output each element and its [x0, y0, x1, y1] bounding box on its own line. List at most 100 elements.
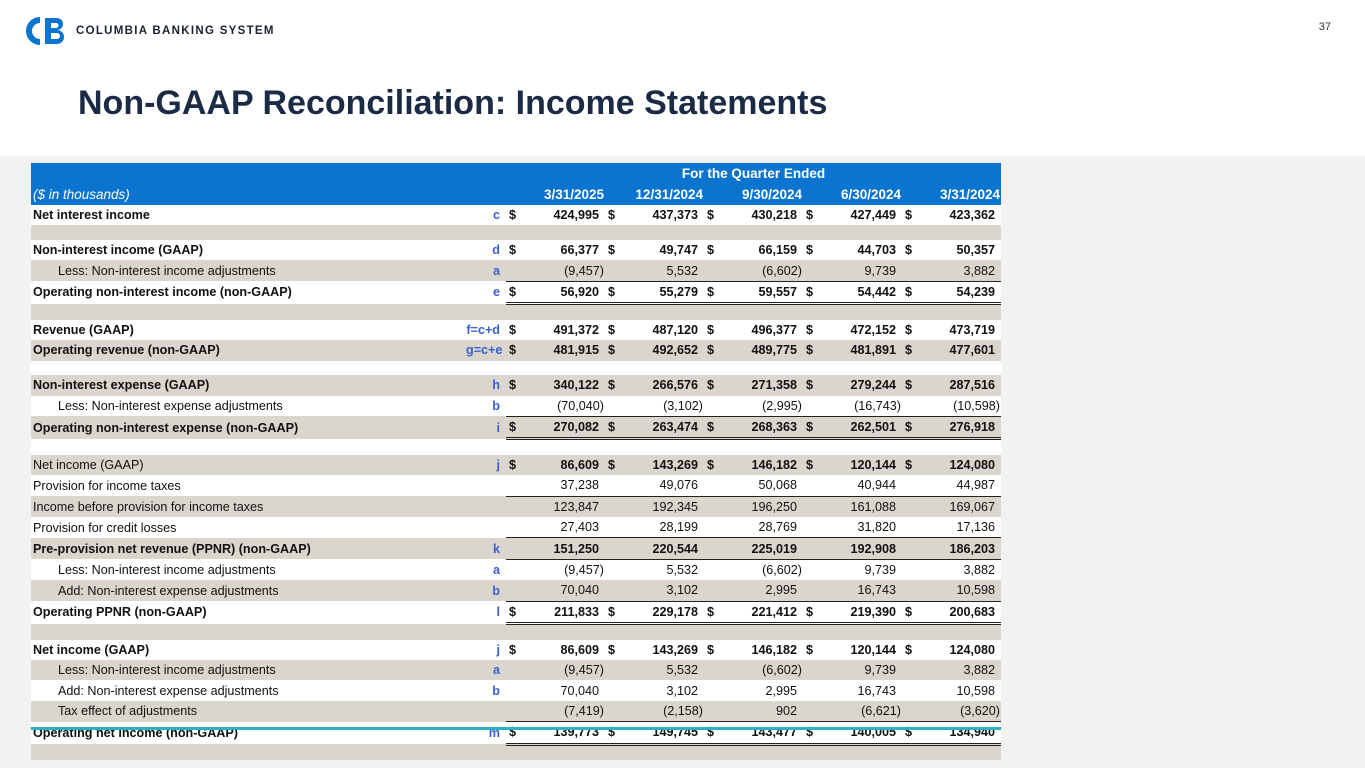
row-reference: j [466, 639, 506, 660]
value: 44,703 [857, 243, 896, 258]
value-cell: 287,516 [924, 375, 1001, 396]
value-cell: 37,238 [528, 475, 605, 497]
dollar-sign: $ [506, 340, 528, 361]
value-cell: (3,102) [627, 395, 704, 417]
value-cell: 473,719 [924, 319, 1001, 341]
value: 10,598 [956, 583, 995, 598]
table-row: Less: Non-interest income adjustments a (9… [31, 660, 1001, 681]
value-cell: 472,152 [825, 319, 902, 341]
value: 66,377 [560, 243, 599, 258]
value-cell: (6,602) [726, 260, 803, 282]
row-reference: h [466, 375, 506, 396]
value-cell: 27,403 [528, 517, 605, 538]
dollar-sign [605, 395, 627, 417]
dollar-sign [704, 660, 726, 681]
dollar-sign: $ [506, 239, 528, 261]
value-cell: (16,743) [825, 395, 902, 417]
dollar-sign: $ [803, 600, 825, 626]
table-row: Operating net income (non-GAAP) m $139,773… [31, 721, 1001, 746]
dollar-sign: $ [704, 375, 726, 396]
dollar-sign [803, 395, 825, 417]
value-cell: 143,269 [627, 454, 704, 476]
dollar-sign: $ [704, 639, 726, 660]
dollar-sign: $ [506, 721, 528, 746]
value-cell: (6,621) [825, 700, 902, 722]
value-cell: 430,218 [726, 205, 803, 226]
value-cell: (2,158) [627, 700, 704, 722]
value: 200,683 [949, 604, 995, 619]
spacer-row [31, 303, 1001, 320]
value: 220,544 [652, 541, 698, 556]
value-cell: 477,601 [924, 340, 1001, 361]
dollar-sign: $ [704, 319, 726, 341]
dollar-sign [605, 700, 627, 722]
dollar-sign: $ [506, 454, 528, 476]
value: (6,602) [762, 663, 802, 678]
value: 120,144 [850, 642, 896, 657]
value: 9,739 [864, 563, 896, 578]
row-label: Tax effect of adjustments [31, 700, 466, 722]
row-label: Net income (GAAP) [31, 454, 466, 476]
dollar-sign: $ [605, 375, 627, 396]
value-cell: 9,739 [825, 558, 902, 581]
dollar-sign [902, 537, 924, 560]
value-cell: 9,739 [825, 660, 902, 681]
value-cell: (70,040) [528, 395, 605, 417]
period-header: 9/30/2024 [704, 184, 803, 205]
value: 50,357 [956, 243, 995, 258]
value-cell: 66,377 [528, 239, 605, 261]
period-header-row: ($ in thousands) 3/31/2025 12/31/2024 9/… [31, 184, 1001, 205]
table-row: Operating non-interest income (non-GAAP)… [31, 280, 1001, 306]
value-cell: 169,067 [924, 495, 1001, 518]
value-cell: (9,457) [528, 260, 605, 282]
value: 70,040 [560, 583, 599, 598]
dollar-sign [605, 580, 627, 602]
value: 44,987 [956, 478, 995, 493]
period-header: 3/31/2024 [902, 184, 1001, 205]
value-cell: 279,244 [825, 375, 902, 396]
row-label: Operating PPNR (non-GAAP) [31, 601, 466, 624]
table-row: Operating revenue (non-GAAP) g=c+e $481,91… [31, 340, 1001, 361]
dollar-sign: $ [704, 454, 726, 476]
dollar-sign: $ [506, 205, 528, 226]
dollar-sign [704, 495, 726, 518]
value: 55,279 [659, 284, 698, 299]
value-cell: (10,598) [924, 395, 1001, 417]
dollar-sign: $ [902, 721, 924, 746]
value-cell: 266,576 [627, 375, 704, 396]
dollar-sign [902, 558, 924, 581]
row-reference: j [466, 454, 506, 476]
dollar-sign: $ [803, 340, 825, 361]
value: 3,882 [963, 563, 995, 578]
dollar-sign: $ [803, 375, 825, 396]
value: 123,847 [553, 499, 599, 514]
dollar-sign [902, 395, 924, 417]
value: 151,250 [553, 541, 599, 556]
value: 31,820 [857, 520, 896, 535]
value-cell: 481,891 [825, 340, 902, 361]
value: 423,362 [949, 208, 995, 223]
row-reference: c [466, 205, 506, 226]
row-reference: b [466, 395, 506, 417]
table-row: Less: Non-interest income adjustments a (9… [31, 558, 1001, 581]
value: 27,403 [560, 520, 599, 535]
value: (2,158) [663, 703, 703, 718]
value: 902 [775, 703, 797, 718]
value: (2,995) [762, 398, 802, 413]
spacer-row [31, 225, 1001, 240]
value: 59,557 [758, 284, 797, 299]
dollar-sign: $ [803, 721, 825, 746]
value: 3,102 [666, 683, 698, 698]
value-cell: (3,620) [924, 700, 1001, 722]
table-row: Revenue (GAAP) f=c+d $491,372 $487,120 $496,… [31, 319, 1001, 341]
dollar-sign: $ [506, 415, 528, 441]
row-label: Provision for income taxes [31, 475, 466, 497]
table-row: Less: Non-interest income adjustments a (9… [31, 260, 1001, 282]
value: (9,457) [564, 563, 604, 578]
value-cell: 16,743 [825, 680, 902, 701]
dollar-sign: $ [902, 319, 924, 341]
value-cell: 28,199 [627, 517, 704, 538]
value: (3,620) [960, 703, 1000, 718]
dollar-sign [605, 660, 627, 681]
spacer-cell [31, 225, 1001, 240]
